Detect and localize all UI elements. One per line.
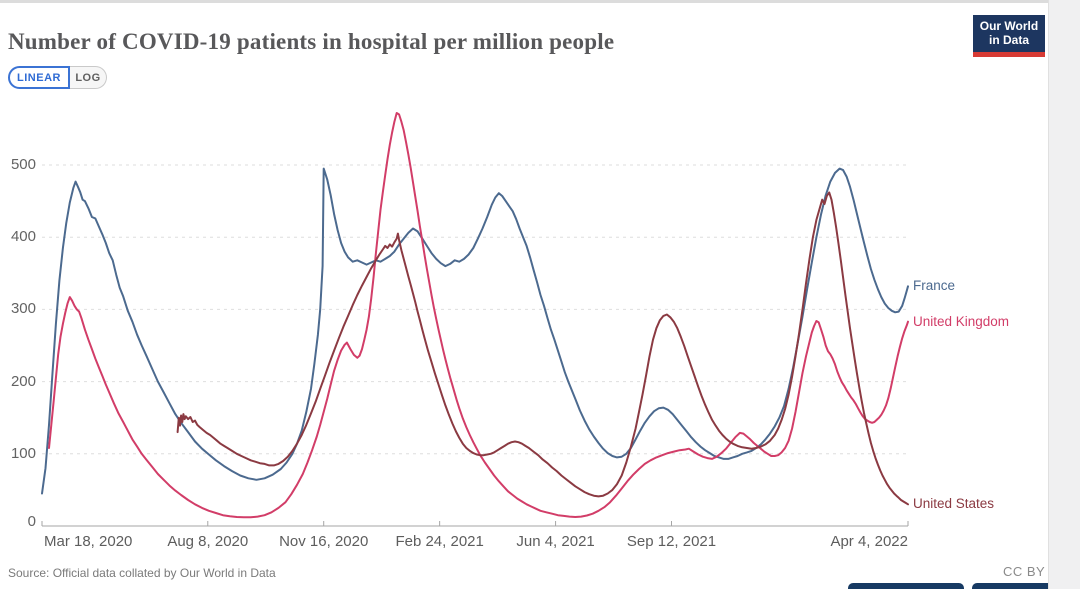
- series-line-france[interactable]: [41, 167, 909, 495]
- owid-logo-red-bar: [973, 52, 1045, 57]
- linear-scale-button[interactable]: LINEAR: [8, 66, 70, 89]
- y-axis-label-500: 500: [10, 156, 36, 173]
- source-note: Source: Official data collated by Our Wo…: [8, 566, 276, 580]
- page-title: Number of COVID-19 patients in hospital …: [8, 29, 615, 55]
- log-scale-button[interactable]: LOG: [70, 66, 107, 89]
- owid-logo-text: Our World in Data: [979, 19, 1039, 47]
- y-axis-label-400: 400: [10, 228, 36, 246]
- series-line-united-states[interactable]: [176, 191, 909, 506]
- x-axis-label-Sep-12-2021: Sep 12, 2021: [626, 533, 717, 550]
- page-background-strip: [1048, 0, 1080, 589]
- legend-label-united-states[interactable]: United States: [913, 496, 995, 512]
- y-axis-label-100: 100: [10, 444, 36, 462]
- x-axis-label-Apr-4-2022: Apr 4, 2022: [830, 533, 908, 550]
- x-axis-label-Feb-24-2021: Feb 24, 2021: [395, 533, 484, 550]
- owid-logo[interactable]: Our World in Data: [973, 15, 1045, 57]
- scale-toggle: LINEAR LOG: [8, 66, 107, 89]
- series-line-united-kingdom[interactable]: [48, 112, 909, 519]
- license-link[interactable]: CC BY: [1003, 564, 1046, 579]
- x-axis-label-Aug-8-2020: Aug 8, 2020: [167, 533, 249, 550]
- legend-label-united-kingdom[interactable]: United Kingdom: [913, 313, 1010, 329]
- legend-label-france[interactable]: France: [913, 278, 956, 294]
- y-axis-label-300: 300: [10, 300, 36, 318]
- top-border: [0, 0, 1080, 3]
- bottom-action-button-1[interactable]: [848, 583, 964, 589]
- x-axis-label-Jun-4-2021: Jun 4, 2021: [516, 533, 595, 550]
- x-axis-label-Nov-16-2020: Nov 16, 2020: [279, 533, 369, 550]
- bottom-action-button-2[interactable]: [972, 583, 1080, 589]
- y-axis-label-0: 0: [27, 513, 36, 530]
- x-axis-label-Mar-18-2020: Mar 18, 2020: [44, 533, 133, 550]
- y-axis-label-200: 200: [10, 372, 36, 390]
